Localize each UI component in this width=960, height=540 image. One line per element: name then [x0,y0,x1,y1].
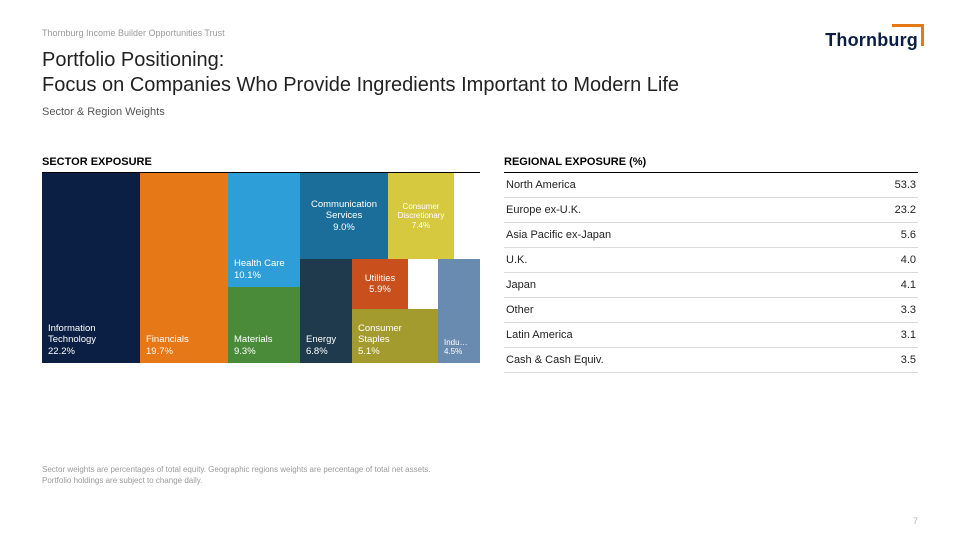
treemap-cell-label: Financials [146,334,222,345]
region-value: 3.5 [901,354,916,366]
treemap-cell-pct: 9.3% [234,346,294,357]
footnote-line-1: Sector weights are percentages of total … [42,465,431,475]
slide-page: Thornburg Income Builder Opportunities T… [0,0,960,540]
treemap-cell-pct: 5.9% [369,284,391,295]
sector-panel: SECTOR EXPOSURE Information Technology22… [42,156,480,373]
region-value: 3.3 [901,304,916,316]
region-row: North America 53.3 [504,173,918,198]
treemap-cell-pct: 9.0% [333,222,355,233]
treemap-cell: Materials9.3% [228,287,300,363]
region-name: Other [506,304,534,316]
treemap-cell-pct: 4.5% [444,347,474,357]
treemap-cell: Energy6.8% [300,259,352,363]
region-header: REGIONAL EXPOSURE (%) [504,156,918,173]
treemap-cell-label: Utilities [365,273,396,284]
page-number: 7 [913,516,918,526]
region-name: Asia Pacific ex-Japan [506,229,611,241]
logo: Thornburg [825,30,918,51]
treemap-cell-label: Indu… [444,338,474,348]
treemap-cell-pct: 7.4% [412,221,430,231]
company-tag: Thornburg Income Builder Opportunities T… [42,28,918,38]
treemap-cell-label: Consumer Staples [358,323,432,346]
region-row: Japan 4.1 [504,273,918,298]
logo-box: Thornburg [825,30,918,51]
treemap-cell: Utilities5.9% [352,259,408,309]
region-row: Europe ex-U.K. 23.2 [504,198,918,223]
treemap-cell: Information Technology22.2% [42,173,140,363]
treemap-cell-label: Information Technology [48,323,134,346]
sector-header: SECTOR EXPOSURE [42,156,480,173]
region-name: Latin America [506,329,573,341]
footnote: Sector weights are percentages of total … [42,465,431,486]
region-name: Japan [506,279,536,291]
treemap-cell-label: Energy [306,334,346,345]
treemap-cell-label: Communication Services [306,199,382,222]
treemap-cell-pct: 10.1% [234,270,294,281]
treemap-cell: Indu…4.5% [438,259,480,363]
logo-bracket-icon [892,24,924,46]
treemap-cell-label: Materials [234,334,294,345]
treemap-cell-pct: 19.7% [146,346,222,357]
region-row: U.K. 4.0 [504,248,918,273]
treemap-cell-pct: 22.2% [48,346,134,357]
region-name: Cash & Cash Equiv. [506,354,604,366]
title-line-1: Portfolio Positioning: [42,48,679,73]
region-panel: REGIONAL EXPOSURE (%) North America 53.3 E… [504,156,918,373]
region-row: Other 3.3 [504,298,918,323]
region-value: 3.1 [901,329,916,341]
region-row: Asia Pacific ex-Japan 5.6 [504,223,918,248]
region-value: 5.6 [901,229,916,241]
treemap-cell: Financials19.7% [140,173,228,363]
footnote-line-2: Portfolio holdings are subject to change… [42,476,431,486]
title-line-2: Focus on Companies Who Provide Ingredien… [42,73,679,98]
content-row: SECTOR EXPOSURE Information Technology22… [42,156,918,373]
treemap-cell-label: Health Care [234,258,294,269]
region-name: U.K. [506,254,527,266]
title-block: Portfolio Positioning: Focus on Companie… [42,48,679,118]
treemap-cell-pct: 6.8% [306,346,346,357]
treemap-cell: Health Care10.1% [228,173,300,287]
region-list: North America 53.3 Europe ex-U.K. 23.2 Asia … [504,173,918,373]
region-row: Latin America 3.1 [504,323,918,348]
region-value: 4.0 [901,254,916,266]
region-value: 53.3 [895,179,916,191]
treemap-cell-pct: 5.1% [358,346,432,357]
sector-treemap: Information Technology22.2%Financials19.… [42,173,480,363]
region-name: North America [506,179,576,191]
region-value: 23.2 [895,204,916,216]
subtitle: Sector & Region Weights [42,106,679,118]
treemap-cell: Consumer Discretionary7.4% [388,173,454,259]
treemap-cell: Consumer Staples5.1% [352,309,438,363]
treemap-cell: Communication Services9.0% [300,173,388,259]
title-row: Portfolio Positioning: Focus on Companie… [42,48,918,118]
region-row: Cash & Cash Equiv. 3.5 [504,348,918,373]
treemap-cell-label: Consumer Discretionary [394,202,448,221]
region-name: Europe ex-U.K. [506,204,581,216]
region-value: 4.1 [901,279,916,291]
